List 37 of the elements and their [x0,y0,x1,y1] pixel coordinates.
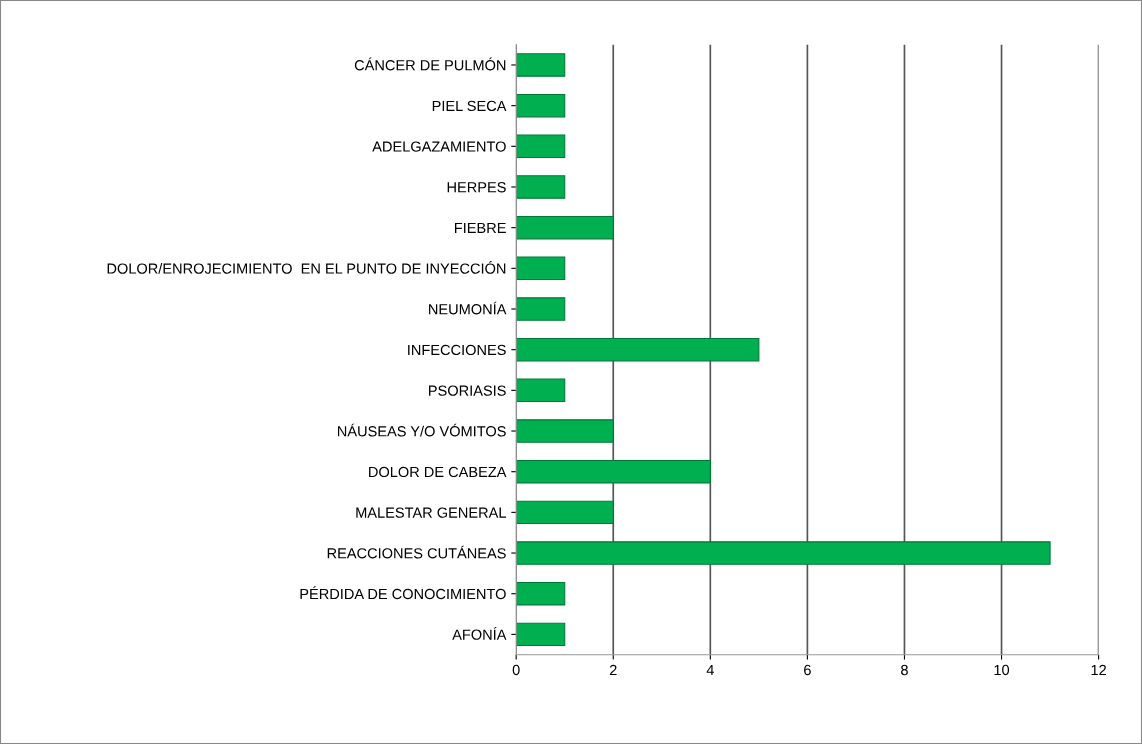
x-tick-label: 4 [706,664,714,676]
y-tick-label: INFECCIONES [408,344,506,356]
y-tick-label: NÁUSEAS Y/O VÓMITOS [337,423,506,437]
x-tick-label: 2 [609,664,617,676]
y-tick-label: PSORIASIS [429,385,506,396]
bar [516,622,566,647]
y-tick-label: PÉRDIDA DE CONOCIMIENTO [300,586,506,600]
y-tick-label: HERPES [447,182,506,193]
x-tick-label: 12 [1091,664,1106,676]
bar [516,378,566,403]
y-tick-label: DOLOR/ENROJECIMIENTO EN EL PUNTO DE INYECCIÓN [107,260,506,274]
bar [516,53,566,77]
y-tick-label: NEUMONÍA [429,301,507,315]
bar [516,337,760,362]
x-tick-label: 8 [901,664,908,676]
bar [516,175,566,199]
y-tick-label: MALESTAR GENERAL [356,507,506,518]
bar [516,419,614,443]
x-tick-label: 0 [512,664,520,676]
y-tick-label: FIEBRE [454,222,506,233]
y-tick-label: ADELGAZAMIENTO [372,141,506,152]
y-tick-label: CÁNCER DE PULMÓN [354,57,506,71]
bar [516,215,614,240]
bar [516,541,1051,565]
bar [516,297,566,321]
y-tick-label: DOLOR DE CABEZA [369,466,507,478]
x-tick-label: 10 [994,664,1010,676]
bar [516,256,566,281]
y-tick-label: PIEL SECA [432,100,507,112]
y-tick-label: REACCIONES CUTÁNEAS [327,545,506,559]
bar [516,500,614,525]
bar [516,134,566,159]
x-tick-label: 6 [804,664,811,676]
y-tick-label: AFONÍA [452,627,507,640]
bar [516,581,566,606]
bar [516,459,711,484]
bar [516,93,566,118]
